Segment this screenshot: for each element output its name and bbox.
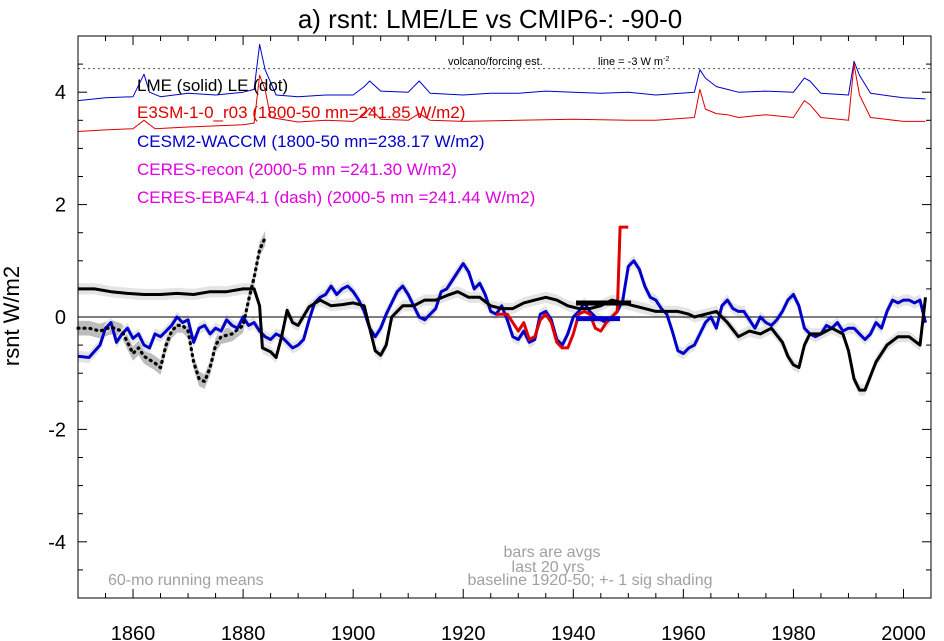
legend-entry-ceres-recon: CERES-recon (2000-5 mn =241.30 W/m2) [137, 160, 457, 179]
legend-entry-lme-le: LME (solid) LE (dot) [137, 76, 288, 95]
line-scale-text: line = -3 W m [598, 56, 663, 68]
baseline-note: baseline 1920-50; +- 1 sig shading [467, 572, 712, 589]
running-mean-note: 60-mo running means [108, 572, 264, 589]
axis-layer: 1860 1880 1900 1920 1940 1960 1980 2000 -4 -2 0 2 4 [48, 35, 932, 641]
x-tick-label: 1980 [771, 623, 816, 641]
y-tick-label: 4 [55, 82, 66, 104]
x-tick-label: 1860 [111, 623, 156, 641]
x-tick-label: 1940 [551, 623, 596, 641]
y-tick-label: -2 [48, 419, 66, 441]
series-line-5 [77, 43, 926, 102]
series-line-0 [78, 287, 927, 392]
legend: LME (solid) LE (dot) E3SM-1-0_r03 (1800-… [137, 76, 535, 207]
x-tick-label: 1900 [331, 623, 376, 641]
shading-band-1 [78, 231, 266, 389]
series-layer [76, 43, 927, 392]
series-line-2 [77, 259, 927, 359]
y-tick-label: -4 [48, 532, 66, 554]
legend-entry-cesm2-waccm: CESM2-WACCM (1800-50 mn=238.17 W/m2) [137, 132, 485, 151]
y-tick-label: 2 [55, 195, 66, 217]
series-line-1 [76, 236, 267, 384]
series-line-4 [77, 63, 926, 132]
chart-title: a) rsnt: LME/LE vs CMIP6-: -90-0 [298, 4, 682, 34]
x-tick-label: 2000 [881, 623, 926, 641]
line-scale-superscript: -2 [663, 56, 669, 63]
x-tick-label: 1880 [221, 623, 266, 641]
last-20-yrs-note: last 20 yrs [512, 559, 585, 576]
line-scale-label: line = -3 W m-2 [598, 56, 669, 68]
volcano-forcing-label: volcano/forcing est. [448, 56, 543, 68]
y-axis-label: rsnt W/m2 [0, 266, 24, 366]
series-line-3 [496, 225, 629, 350]
legend-entry-ceres-ebaf: CERES-EBAF4.1 (dash) (2000-5 mn =241.44 … [137, 188, 535, 207]
legend-entry-e3sm: E3SM-1-0_r03 (1800-50 mn=241.85 W/m2) [137, 103, 465, 122]
y-tick-label: 0 [55, 307, 66, 329]
plot-area: 1860 1880 1900 1920 1940 1960 1980 2000 -4 -2 0 2 4 [48, 35, 932, 641]
x-tick-label: 1960 [661, 623, 706, 641]
avg-bars-layer [576, 300, 632, 322]
bars-avgs-note: bars are avgs [504, 544, 601, 561]
x-tick-label: 1920 [441, 623, 486, 641]
